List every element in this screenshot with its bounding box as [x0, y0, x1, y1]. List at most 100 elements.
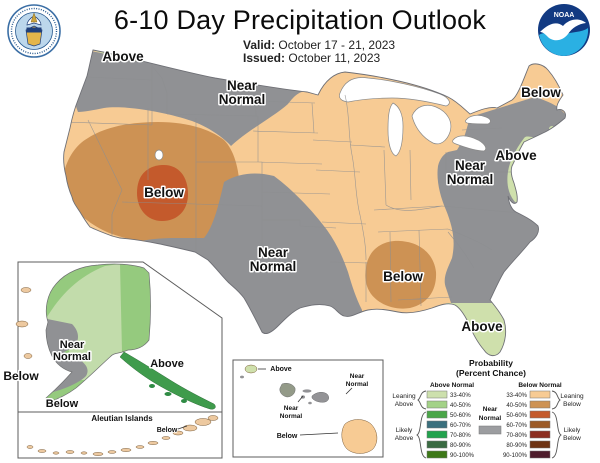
legend-near-label: Near: [483, 406, 498, 413]
label-se-below: Below: [383, 269, 423, 284]
legend-below-row-label: 33-40%: [506, 393, 527, 399]
legend-below-swatch: [529, 420, 551, 429]
legend-below-swatch: [529, 410, 551, 419]
legend-above-row-label: 80-90%: [450, 443, 471, 449]
legend-below-row-label: 40-50%: [506, 403, 527, 409]
alaska-panhandle-above: [119, 351, 216, 410]
bering-island: [15, 320, 29, 328]
lake-ontario: [465, 114, 491, 125]
kauai-island: [244, 364, 258, 374]
ak-label-below-peninsula: Below: [46, 398, 79, 410]
panhandle-island: [164, 392, 172, 396]
brace-leaning-above: [417, 390, 427, 410]
likely-above-label2: Above: [395, 435, 414, 442]
ak-label-above: Above: [150, 358, 184, 370]
region-north-near-normal: [71, 50, 317, 146]
conus-map: Above Near Normal Below Near Normal Belo…: [63, 48, 566, 357]
legend: Probability (Percent Chance) Above Norma…: [392, 358, 584, 459]
aleutian-islands-chain: [26, 415, 219, 456]
commerce-seal-icon: [7, 4, 61, 58]
leaning-below-label1: Leaning: [560, 393, 584, 400]
valid-value: October 17 - 21, 2023: [278, 38, 396, 52]
legend-below-swatch: [529, 430, 551, 439]
legend-below-swatch: [529, 440, 551, 449]
kahoolawe-island: [308, 401, 312, 405]
legend-subtitle: (Percent Chance): [456, 368, 526, 378]
legend-below-row-label: 60-70%: [506, 423, 527, 429]
hi-label-near-left: Near: [284, 405, 299, 412]
legend-normal-label: Normal: [479, 415, 502, 422]
aleutian-inset-box: [17, 411, 223, 459]
molokai-island: [302, 389, 312, 393]
hi-label-above: Above: [270, 366, 292, 373]
legend-above-swatch: [426, 410, 448, 419]
region-se-below-40: [365, 240, 437, 309]
legend-above-swatch: [426, 440, 448, 449]
page-title: 6-10 Day Precipitation Outlook: [113, 5, 487, 35]
legend-below-row-label: 70-80%: [506, 433, 527, 439]
maui-island: [311, 392, 329, 403]
legend-above-row-label: 90-100%: [450, 453, 475, 459]
ak-label-near: Near: [60, 339, 85, 351]
legend-above-swatch: [426, 420, 448, 429]
great-salt-lake: [154, 149, 164, 161]
legend-above-rows: 33-40% 40-50% 50-60% 60-70% 70-80% 80-90% 90-1…: [426, 390, 475, 459]
ak-label-below-west: Below: [3, 369, 39, 383]
lake-michigan: [387, 102, 404, 157]
oahu-island: [279, 382, 296, 398]
label-east-near: Near: [455, 158, 486, 173]
valid-issued-block: Valid: October 17 - 21, 2023 Issued: Oct…: [243, 39, 395, 65]
bering-island: [23, 353, 33, 359]
legend-below-row-label: 90-100%: [503, 453, 528, 459]
lake-erie: [452, 135, 487, 152]
lake-superior: [339, 77, 450, 107]
legend-title: Probability: [469, 358, 513, 368]
legend-above-row-label: 60-70%: [450, 423, 471, 429]
legend-near-normal-swatch: [478, 425, 502, 435]
great-lakes: [339, 77, 491, 157]
legend-above-row-label: 33-40%: [450, 393, 471, 399]
noaa-logo-icon: NOAA: [538, 4, 590, 56]
hawaii-inset: Above Near Normal Near Normal Below: [232, 359, 384, 458]
niihau-island: [240, 375, 244, 379]
legend-below-swatch: [529, 390, 551, 399]
legend-below-row-label: 80-90%: [506, 443, 527, 449]
hi-label-near-right: Near: [350, 373, 365, 380]
issued-label: Issued:: [243, 51, 286, 65]
legend-above-swatch: [426, 430, 448, 439]
legend-above-row-label: 70-80%: [450, 433, 471, 439]
hawaii-inset-box: [232, 359, 384, 458]
label-east-above: Above: [495, 148, 537, 163]
noaa-logo-text: NOAA: [554, 12, 575, 19]
leaning-above-label1: Leaning: [392, 393, 416, 400]
legend-above-swatch: [426, 450, 448, 459]
aleutian-below-label: Below: [157, 427, 178, 434]
issued-value: October 11, 2023: [288, 51, 381, 65]
maui-leader: [345, 387, 353, 395]
legend-below-rows: 33-40% 40-50% 50-60% 60-70% 70-80% 80-90% 90-1…: [503, 390, 551, 459]
ak-label-normal: Normal: [53, 351, 91, 363]
region-west-below-50: [137, 164, 188, 221]
aleutian-below-leader: [177, 425, 188, 430]
legend-above-row-label: 40-50%: [450, 403, 471, 409]
big-island: [341, 419, 378, 454]
molokai-leader: [297, 395, 304, 403]
lake-huron: [411, 104, 452, 145]
legend-below-header: Below Normal: [518, 382, 562, 389]
brace-likely-above: [416, 411, 427, 459]
legend-above-header: Above Normal: [430, 382, 474, 389]
brace-likely-below: [551, 411, 562, 459]
label-nw-above: Above: [102, 49, 144, 64]
alaska-light-green-band: [46, 264, 122, 380]
legend-below-row-label: 50-60%: [506, 413, 527, 419]
panhandle-island: [149, 384, 155, 388]
alaska-inset-box: [17, 261, 223, 413]
leaning-below-label2: Below: [563, 401, 581, 408]
label-north-near: Near: [227, 78, 258, 93]
legend-below-swatch: [529, 450, 551, 459]
label-east-normal: Normal: [447, 172, 494, 187]
panhandle-island: [181, 399, 187, 403]
aleutian-title: Aleutian Islands: [91, 414, 153, 423]
valid-label: Valid:: [243, 38, 276, 52]
